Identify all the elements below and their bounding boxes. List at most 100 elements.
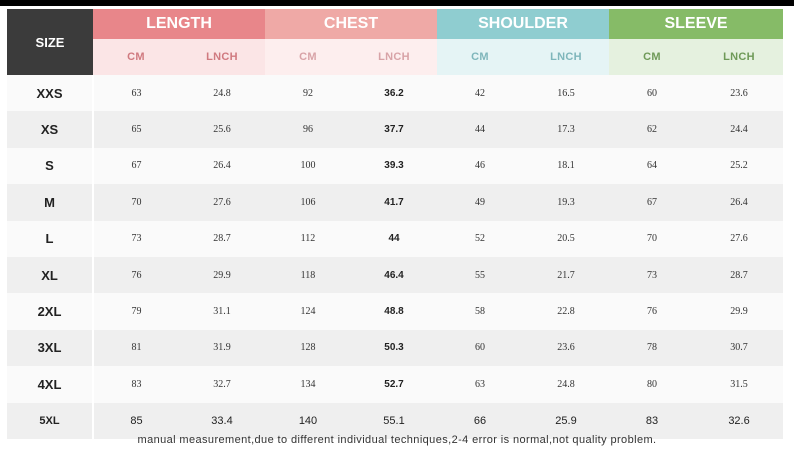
value-cell: 31.9 [179,329,265,367]
value-cell: 44 [437,111,524,148]
value-cell: 106 [265,184,351,221]
value-cell: 21.7 [523,256,610,294]
value-cell: 73 [93,220,179,257]
value-cell: 60 [437,329,524,367]
value-cell: 128 [265,329,351,367]
value-cell: 83 [93,366,179,403]
shoulder-cm-header: CM [437,39,524,75]
size-cell: 5XL [7,402,94,439]
value-cell: 49 [437,184,524,221]
value-cell: 76 [609,293,696,330]
value-cell: 26.4 [179,147,265,185]
value-cell: 58 [437,293,524,330]
size-table: SIZE LENGTH CHEST SHOULDER SLEEVE CM LNC… [7,9,784,439]
value-cell: 41.7 [351,184,438,221]
value-cell: 80 [609,366,696,403]
value-cell: 48.8 [351,293,438,330]
value-cell: 92 [265,75,351,112]
size-cell: 2XL [7,293,94,330]
table-row: XXS 63 24.8 92 36.2 42 16.5 60 23.6 [7,75,784,112]
value-cell: 29.9 [695,293,784,330]
value-cell: 25.2 [695,147,784,185]
value-cell: 33.4 [179,402,265,439]
size-cell: XXS [7,75,94,112]
chest-inch-header: LNCH [351,39,438,75]
value-cell: 31.5 [695,366,784,403]
size-cell: XS [7,111,94,148]
value-cell: 64 [609,147,696,185]
value-cell: 25.6 [179,111,265,148]
value-cell: 70 [93,184,179,221]
value-cell: 63 [437,366,524,403]
value-cell: 32.7 [179,366,265,403]
value-cell: 31.1 [179,293,265,330]
value-cell: 62 [609,111,696,148]
table-row: M 70 27.6 106 41.7 49 19.3 67 26.4 [7,184,784,221]
value-cell: 85 [93,402,179,439]
table-row: S 67 26.4 100 39.3 46 18.1 64 25.2 [7,147,784,185]
value-cell: 22.8 [523,293,610,330]
value-cell: 100 [265,147,351,185]
value-cell: 83 [609,402,696,439]
table-row: 5XL 85 33.4 140 55.1 66 25.9 83 32.6 [7,402,784,439]
chest-header: CHEST [265,9,438,39]
size-chart: SIZE LENGTH CHEST SHOULDER SLEEVE CM LNC… [0,6,794,457]
value-cell: 28.7 [695,256,784,294]
size-header: SIZE [7,9,93,75]
value-cell: 19.3 [523,184,610,221]
length-inch-header: LNCH [179,39,265,75]
value-cell: 79 [93,293,179,330]
value-cell: 118 [265,256,351,294]
value-cell: 70 [609,220,696,257]
value-cell: 96 [265,111,351,148]
value-cell: 81 [93,329,179,367]
value-cell: 44 [351,220,438,257]
size-cell: S [7,147,94,185]
value-cell: 24.4 [695,111,784,148]
value-cell: 112 [265,220,351,257]
value-cell: 29.9 [179,256,265,294]
value-cell: 134 [265,366,351,403]
value-cell: 18.1 [523,147,610,185]
length-cm-header: CM [93,39,179,75]
table-row: 3XL 81 31.9 128 50.3 60 23.6 78 30.7 [7,329,784,367]
value-cell: 67 [609,184,696,221]
table-row: 2XL 79 31.1 124 48.8 58 22.8 76 29.9 [7,293,784,330]
value-cell: 73 [609,256,696,294]
value-cell: 52.7 [351,366,438,403]
value-cell: 28.7 [179,220,265,257]
length-header: LENGTH [93,9,265,39]
value-cell: 36.2 [351,75,438,112]
value-cell: 78 [609,329,696,367]
value-cell: 140 [265,402,351,439]
value-cell: 32.6 [695,402,784,439]
value-cell: 66 [437,402,524,439]
value-cell: 16.5 [523,75,610,112]
size-cell: L [7,220,94,257]
size-cell: XL [7,256,94,294]
table-row: 4XL 83 32.7 134 52.7 63 24.8 80 31.5 [7,366,784,403]
sleeve-cm-header: CM [609,39,696,75]
size-cell: 3XL [7,329,94,367]
value-cell: 27.6 [695,220,784,257]
size-cell: M [7,184,94,221]
value-cell: 24.8 [179,75,265,112]
sleeve-inch-header: LNCH [695,39,784,75]
value-cell: 67 [93,147,179,185]
shoulder-inch-header: LNCH [523,39,610,75]
value-cell: 25.9 [523,402,610,439]
table-row: L 73 28.7 112 44 52 20.5 70 27.6 [7,220,784,257]
value-cell: 23.6 [523,329,610,367]
value-cell: 27.6 [179,184,265,221]
table-row: XS 65 25.6 96 37.7 44 17.3 62 24.4 [7,111,784,148]
value-cell: 20.5 [523,220,610,257]
value-cell: 124 [265,293,351,330]
value-cell: 24.8 [523,366,610,403]
size-cell: 4XL [7,366,94,403]
sleeve-header: SLEEVE [609,9,784,39]
value-cell: 46 [437,147,524,185]
value-cell: 39.3 [351,147,438,185]
value-cell: 63 [93,75,179,112]
value-cell: 76 [93,256,179,294]
value-cell: 23.6 [695,75,784,112]
